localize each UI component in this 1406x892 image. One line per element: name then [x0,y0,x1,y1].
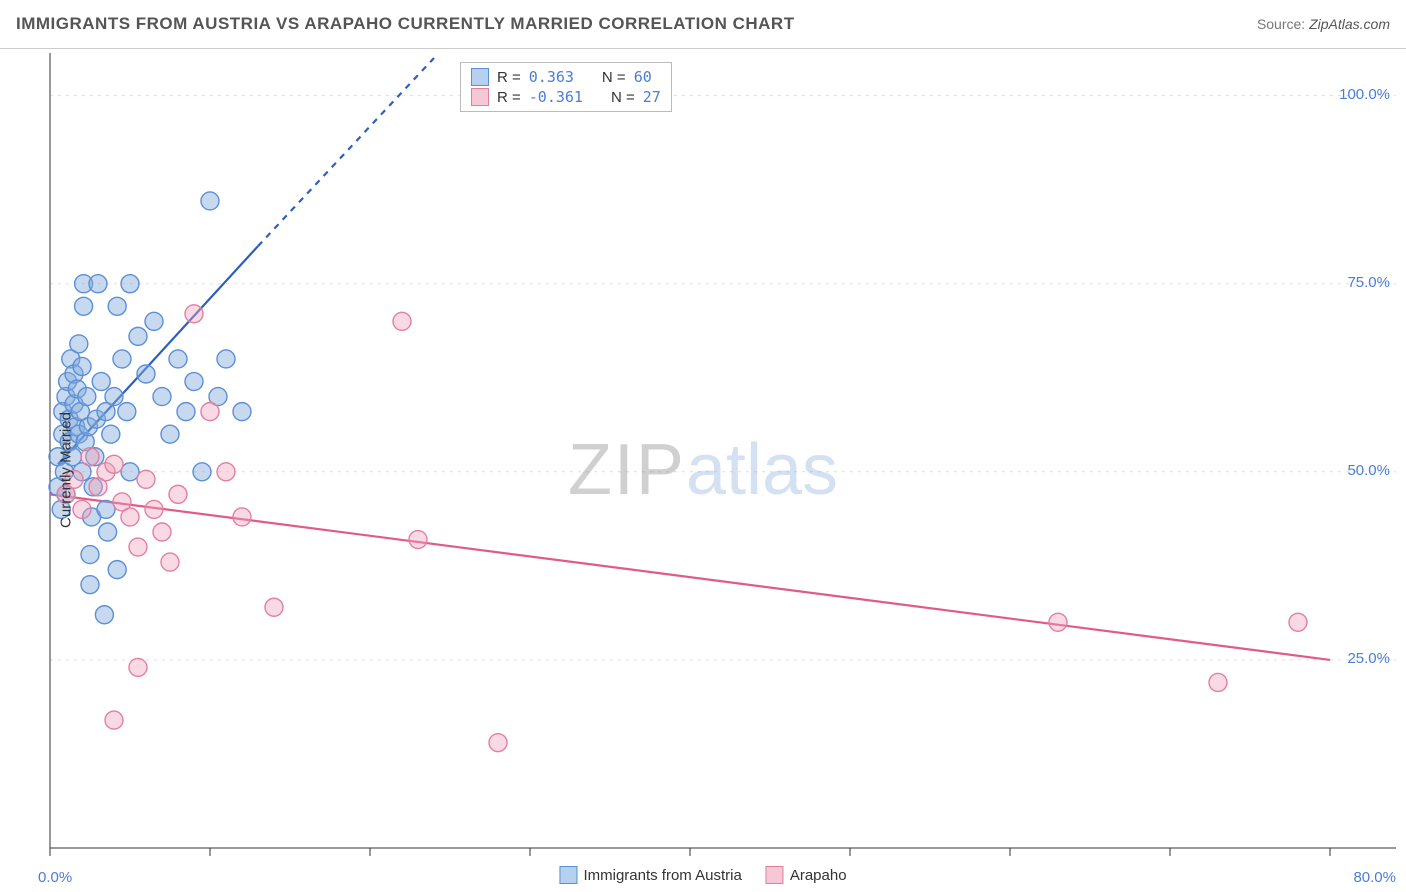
legend-row-austria: R = 0.363 N = 60 [471,67,661,87]
n-value-austria: 60 [634,68,652,86]
y75-label: 75.0% [1347,274,1390,291]
chart-title: IMMIGRANTS FROM AUSTRIA VS ARAPAHO CURRE… [16,14,795,34]
source-credit: Source: ZipAtlas.com [1257,16,1390,32]
r-value-austria: 0.363 [529,68,574,86]
header-bar: IMMIGRANTS FROM AUSTRIA VS ARAPAHO CURRE… [0,0,1406,49]
r-label: R = [497,69,521,86]
legend-item-arapaho: Arapaho [766,866,847,884]
chart-area: Currently Married ZIPatlas R = 0.363 N =… [0,48,1406,892]
legend-item-austria: Immigrants from Austria [559,866,741,884]
legend-label-austria: Immigrants from Austria [583,867,741,884]
x-min-label: 0.0% [38,869,72,886]
swatch-arapaho [766,866,784,884]
n-label: N = [611,89,635,106]
source-label: Source: [1257,16,1305,32]
legend-row-arapaho: R = -0.361 N = 27 [471,87,661,107]
y-axis-label: Currently Married [57,412,74,528]
swatch-austria [471,68,489,86]
r-label: R = [497,89,521,106]
scatter-plot-svg [0,48,1406,892]
swatch-arapaho [471,88,489,106]
y50-label: 50.0% [1347,462,1390,479]
correlation-legend: R = 0.363 N = 60 R = -0.361 N = 27 [460,62,672,112]
series-legend: Immigrants from Austria Arapaho [559,866,846,884]
y100-label: 100.0% [1339,86,1390,103]
swatch-austria [559,866,577,884]
source-value: ZipAtlas.com [1309,16,1390,32]
r-value-arapaho: -0.361 [529,88,583,106]
x-max-label: 80.0% [1353,869,1396,886]
y25-label: 25.0% [1347,650,1390,667]
n-value-arapaho: 27 [643,88,661,106]
legend-label-arapaho: Arapaho [790,867,847,884]
n-label: N = [602,69,626,86]
